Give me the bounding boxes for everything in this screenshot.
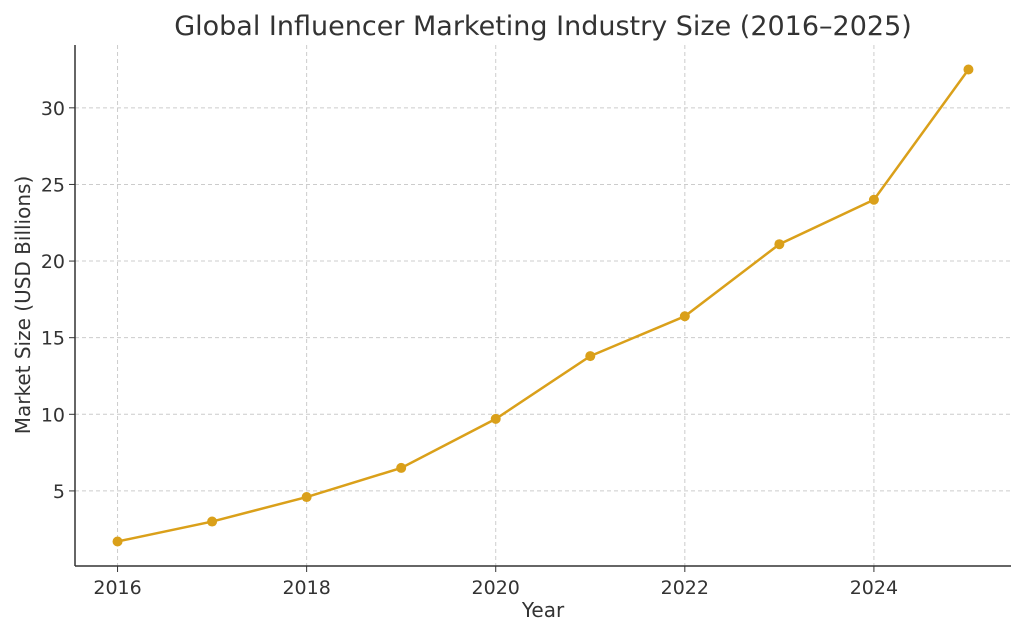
data-point bbox=[679, 311, 690, 322]
data-point bbox=[112, 536, 123, 547]
x-tick-label: 2024 bbox=[850, 577, 898, 599]
chart-title: Global Influencer Marketing Industry Siz… bbox=[174, 11, 912, 42]
y-tick-label: 25 bbox=[41, 174, 65, 196]
data-point bbox=[868, 194, 879, 205]
y-tick-label: 15 bbox=[41, 328, 65, 350]
data-point bbox=[585, 351, 596, 362]
data-point bbox=[301, 492, 312, 503]
grid bbox=[75, 45, 1011, 566]
data-point bbox=[490, 413, 501, 424]
x-tick-label: 2022 bbox=[661, 577, 709, 599]
y-tick-label: 30 bbox=[41, 98, 65, 120]
ticks: 2016 2018 2020 2022 2024 5 10 15 20 25 30 bbox=[41, 98, 898, 599]
data-point bbox=[396, 462, 407, 473]
x-tick-label: 2016 bbox=[93, 577, 141, 599]
series-line bbox=[117, 68, 970, 543]
data-point bbox=[207, 516, 218, 527]
series bbox=[112, 64, 974, 547]
x-axis-label: Year bbox=[521, 598, 565, 622]
data-point bbox=[774, 239, 785, 250]
data-point bbox=[963, 64, 974, 75]
x-tick-label: 2020 bbox=[472, 577, 520, 599]
y-tick-label: 10 bbox=[41, 404, 65, 426]
y-tick-label: 5 bbox=[53, 481, 65, 503]
y-axis-label: Market Size (USD Billions) bbox=[11, 176, 35, 435]
y-tick-label: 20 bbox=[41, 251, 65, 273]
x-tick-label: 2018 bbox=[282, 577, 330, 599]
